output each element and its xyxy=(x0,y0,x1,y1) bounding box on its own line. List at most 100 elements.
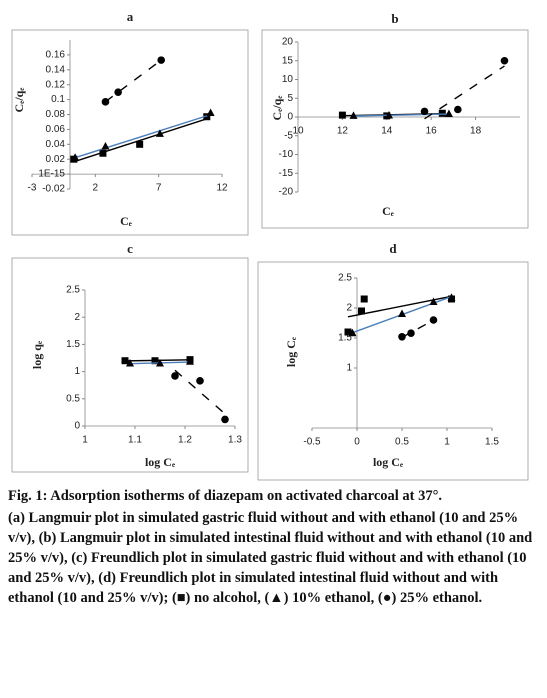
y-tick-label: 1E-15 xyxy=(38,169,65,180)
y-tick-label: -15 xyxy=(279,168,294,179)
x-tick-label: 0 xyxy=(354,437,360,448)
y-axis-label: log Cₑ xyxy=(284,337,298,367)
x-tick-label: 1.1 xyxy=(128,435,142,446)
point-triangle xyxy=(156,358,164,367)
x-tick-label: 2 xyxy=(93,183,99,194)
x-tick-label: 7 xyxy=(156,183,162,194)
point-square xyxy=(344,328,352,336)
point-circle xyxy=(420,107,429,116)
trendline xyxy=(353,113,449,117)
y-tick-label: -20 xyxy=(279,187,294,198)
point-triangle xyxy=(71,153,80,161)
y-tick-label: 0.04 xyxy=(46,139,66,150)
y-tick-label: 2.5 xyxy=(66,285,80,296)
trendline xyxy=(401,319,434,338)
y-tick-label: 0.16 xyxy=(46,50,66,61)
y-tick-label: 20 xyxy=(282,37,294,48)
y-tick-label: 0.08 xyxy=(46,109,66,120)
point-circle xyxy=(114,88,122,96)
panel-title: b xyxy=(391,11,398,26)
point-square xyxy=(360,295,368,303)
y-tick-label: 1 xyxy=(346,363,352,374)
trendline xyxy=(74,113,211,159)
x-tick-label: 1.5 xyxy=(485,437,499,448)
x-tick-label: 10 xyxy=(292,126,304,137)
point-circle xyxy=(196,377,204,385)
point-square xyxy=(203,113,211,121)
point-circle xyxy=(500,56,509,65)
x-tick-label: 0.5 xyxy=(395,437,409,448)
x-tick-label: 1.3 xyxy=(228,435,242,446)
y-tick-label: 10 xyxy=(282,74,294,85)
point-circle xyxy=(454,105,462,114)
y-tick-label: 1 xyxy=(74,366,80,377)
x-tick-label: 18 xyxy=(470,126,482,137)
y-tick-label: -5 xyxy=(284,130,293,141)
y-tick-label: 2.5 xyxy=(338,273,352,284)
point-circle xyxy=(157,56,165,64)
y-tick-label: -10 xyxy=(279,149,294,160)
point-square xyxy=(136,140,144,148)
y-tick-label: 2 xyxy=(74,312,80,323)
y-tick-label: -0.02 xyxy=(42,184,65,195)
point-triangle xyxy=(429,297,438,305)
point-circle xyxy=(407,329,415,338)
point-square xyxy=(358,307,365,315)
x-tick-label: 12 xyxy=(216,183,228,194)
point-triangle xyxy=(398,309,406,317)
point-triangle xyxy=(155,129,164,137)
x-axis-label: Cₑ xyxy=(382,204,394,218)
x-tick-label: 12 xyxy=(337,126,349,137)
point-triangle xyxy=(101,142,110,150)
y-tick-label: 0.14 xyxy=(46,64,66,75)
x-tick-label: 1 xyxy=(444,437,450,448)
caption: Fig. 1: Adsorption isotherms of diazepam… xyxy=(8,486,538,608)
point-circle xyxy=(221,415,229,424)
point-triangle xyxy=(447,293,456,301)
point-circle xyxy=(171,372,179,380)
point-triangle xyxy=(385,111,394,119)
y-tick-label: 0.12 xyxy=(46,79,66,90)
y-tick-label: 0.1 xyxy=(51,94,65,105)
panel-frame xyxy=(11,257,249,473)
y-tick-label: 0.5 xyxy=(66,393,80,404)
trendline xyxy=(424,65,505,120)
point-square xyxy=(338,111,346,119)
x-tick-label: 1 xyxy=(82,435,88,446)
y-axis-label: Cₑ/qₑ xyxy=(12,88,26,113)
x-axis-label: log Cₑ xyxy=(145,455,175,469)
point-triangle xyxy=(444,109,453,117)
point-square xyxy=(121,357,129,365)
trendline xyxy=(105,59,162,103)
trendline xyxy=(73,118,208,163)
y-axis-label: log qₑ xyxy=(30,341,44,369)
x-tick-label: -0.5 xyxy=(303,437,321,448)
x-axis-label: log Cₑ xyxy=(373,455,403,469)
x-tick-label: 16 xyxy=(426,126,438,137)
point-triangle xyxy=(186,357,194,365)
point-circle xyxy=(101,98,110,106)
point-square xyxy=(438,109,446,117)
y-axis-label: Cₑ/qₑ xyxy=(270,96,284,121)
y-tick-label: 0 xyxy=(74,421,80,432)
y-tick-label: 5 xyxy=(287,93,293,104)
point-triangle xyxy=(206,108,215,117)
y-tick-label: 1.5 xyxy=(338,333,352,344)
panel-title: a xyxy=(127,9,134,24)
point-circle xyxy=(398,333,406,341)
x-tick-label: 1.2 xyxy=(178,435,192,446)
point-triangle xyxy=(126,358,134,367)
point-circle xyxy=(429,316,438,324)
x-axis-label: Cₑ xyxy=(120,214,132,228)
panel-frame xyxy=(11,29,249,236)
y-tick-label: 1.5 xyxy=(66,339,80,350)
point-square xyxy=(151,357,159,365)
x-tick-label: 14 xyxy=(381,126,393,137)
panel-title: c xyxy=(127,241,133,256)
caption-text: (a) Langmuir plot in simulated gastric f… xyxy=(8,510,533,606)
point-square xyxy=(99,149,107,157)
panel-frame xyxy=(257,261,529,481)
panel-title: d xyxy=(389,241,397,256)
